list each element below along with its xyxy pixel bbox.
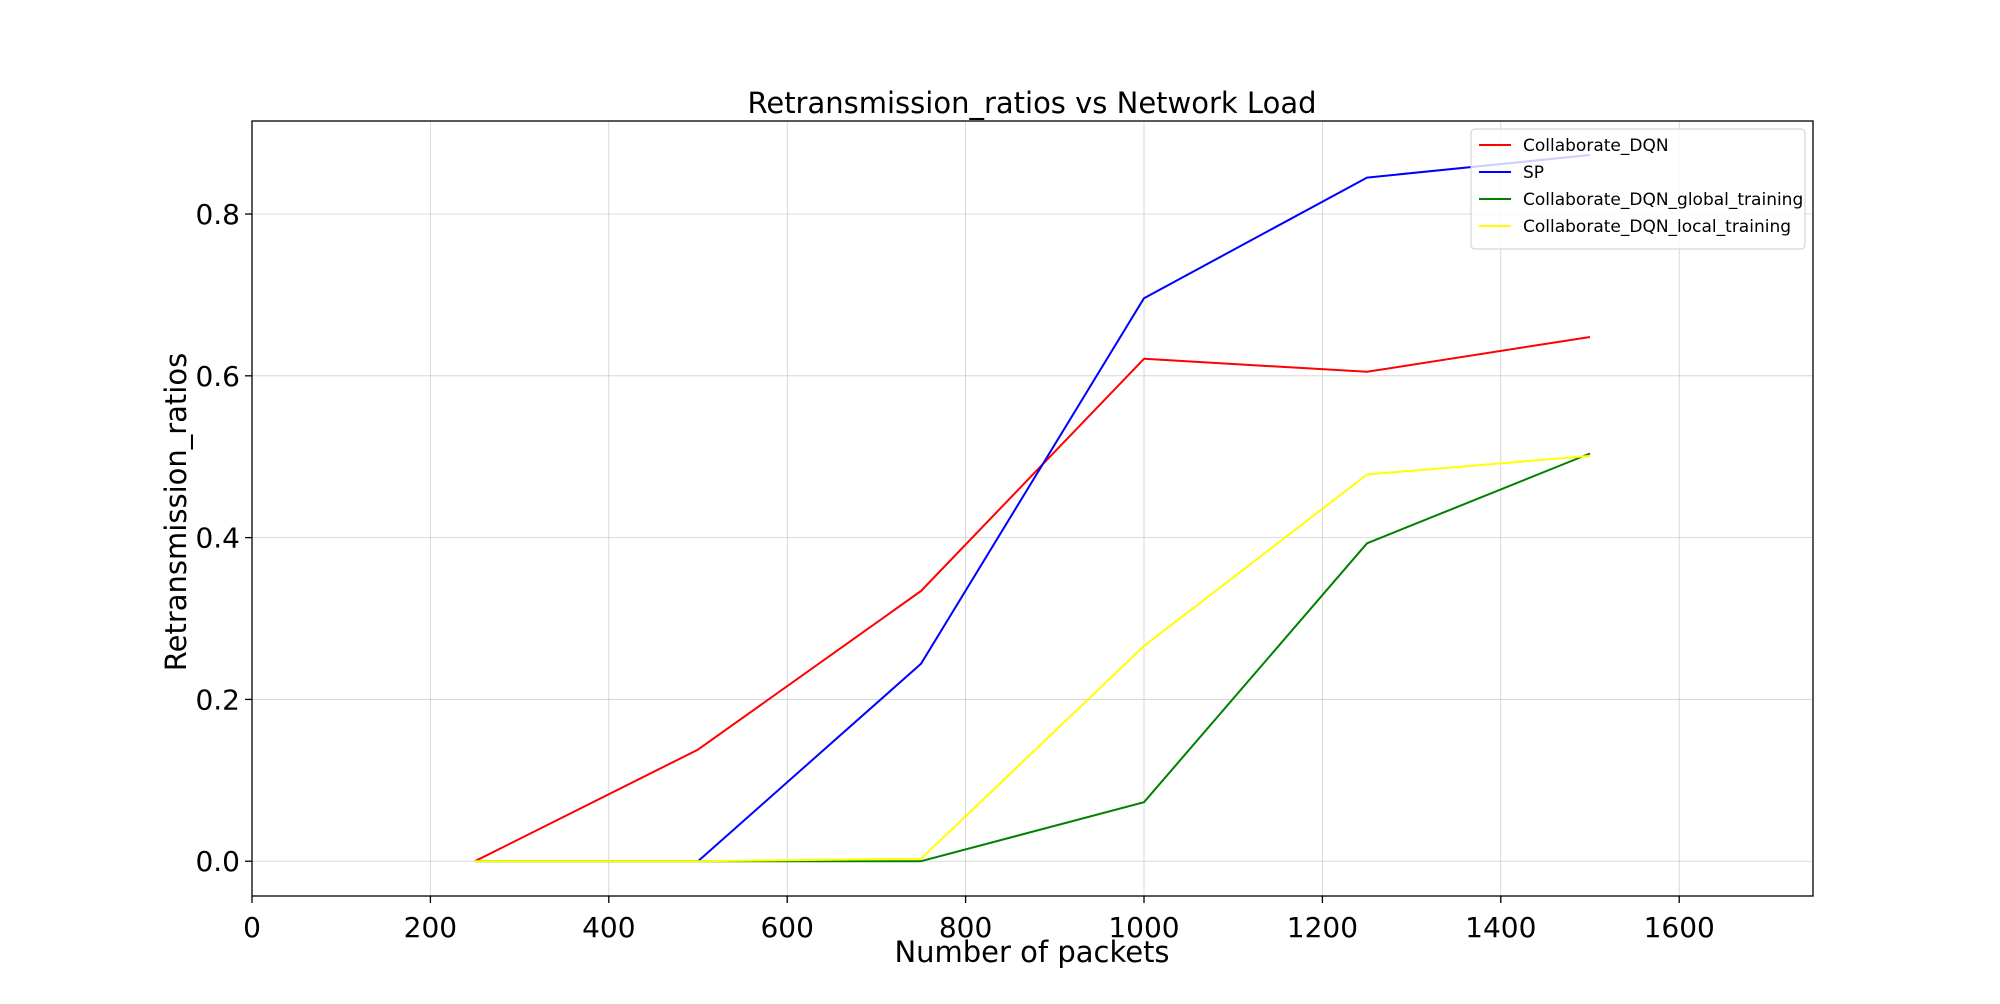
y-tick-label: 0.2 — [195, 683, 240, 716]
chart-title: Retransmission_ratios vs Network Load — [748, 86, 1317, 120]
legend-label: Collaborate_DQN — [1523, 136, 1669, 156]
x-tick-label: 600 — [760, 911, 813, 944]
x-tick-label: 1400 — [1465, 911, 1536, 944]
y-axis-label: Retransmission_ratios — [159, 353, 193, 671]
x-axis-label: Number of packets — [894, 935, 1169, 969]
series-line-0 — [474, 336, 1591, 863]
legend-label: Collaborate_DQN_global_training — [1523, 190, 1803, 210]
legend: Collaborate_DQN SP Collaborate_DQN_global_… — [1470, 128, 1806, 250]
legend-label: SP — [1523, 163, 1544, 183]
x-axis-ticks: 0 200 400 600 800 1000 1200 1400 1600 — [243, 896, 1715, 944]
series-lines — [474, 154, 1591, 863]
x-tick-label: 400 — [582, 911, 635, 944]
legend-label: Collaborate_DQN_local_training — [1523, 217, 1791, 237]
y-axis-ticks: 0.0 0.2 0.4 0.6 0.8 — [195, 198, 252, 878]
x-tick-label: 1600 — [1644, 911, 1715, 944]
y-tick-label: 0.4 — [195, 522, 240, 555]
y-tick-label: 0.8 — [195, 198, 240, 231]
y-tick-label: 0.6 — [195, 360, 240, 393]
x-tick-label: 1000 — [1108, 911, 1179, 944]
y-tick-label: 0.0 — [195, 845, 240, 878]
x-tick-label: 0 — [243, 911, 261, 944]
series-line-2 — [475, 452, 1591, 863]
x-tick-label: 800 — [939, 911, 992, 944]
x-tick-label: 200 — [404, 911, 457, 944]
x-tick-label: 1200 — [1287, 911, 1358, 944]
series-line-3 — [475, 454, 1591, 863]
plot-frame — [251, 120, 1814, 897]
legend-box — [1470, 128, 1806, 250]
series-line-1 — [697, 154, 1591, 862]
